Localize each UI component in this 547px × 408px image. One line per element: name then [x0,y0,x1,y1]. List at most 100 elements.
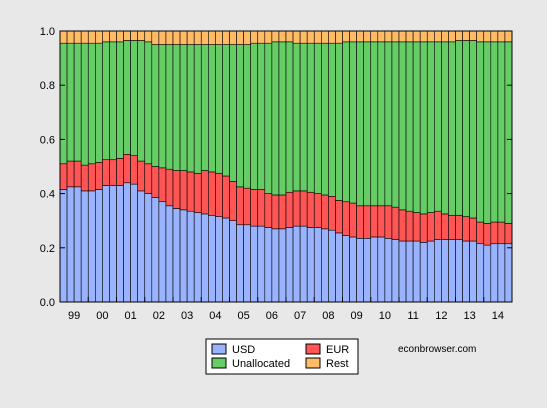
bar-usd [441,239,449,303]
bar-usd [208,214,216,303]
bar-rest [342,30,350,43]
bar-unallocated [313,42,322,194]
bar-unallocated [328,42,336,197]
bar-eur [151,166,160,198]
y-tick-label: 0.6 [40,134,55,146]
bar-unallocated [116,41,124,159]
bar-eur [504,223,513,245]
bar-rest [335,30,343,44]
bar-eur [250,189,259,227]
bar-rest [257,30,266,44]
bar-unallocated [412,41,421,213]
bar-eur [80,164,89,192]
bar-unallocated [186,44,195,173]
x-tick-label: 14 [492,310,504,322]
bar-eur [476,221,485,245]
bar-usd [144,193,153,303]
bar-unallocated [377,41,386,207]
bar-usd [243,224,251,303]
bar-unallocated [102,41,110,161]
bar-eur [243,187,251,226]
bar-eur [172,170,181,209]
bar-eur [137,160,146,192]
bar-usd [349,236,357,303]
bar-unallocated [405,41,414,212]
bar-usd [179,209,188,303]
bar-rest [229,30,237,45]
bar-unallocated [335,42,343,201]
bar-usd [165,205,174,303]
x-tick-label: 03 [181,310,193,322]
bar-usd [200,213,209,303]
bar-usd [80,190,89,303]
bar-rest [370,30,379,43]
bar-unallocated [490,41,499,223]
bar-rest [328,30,336,44]
bar-rest [66,30,75,44]
bar-usd [299,225,308,303]
bar-eur [419,213,428,243]
bar-rest [441,30,449,43]
x-tick-label: 11 [407,310,418,322]
bar-eur [426,212,435,242]
bar-usd [109,185,117,303]
bar-eur [384,205,393,239]
bar-rest [504,30,513,43]
bar-usd [448,239,456,303]
bar-rest [186,30,195,45]
bar-unallocated [193,44,202,174]
bar-unallocated [321,42,329,196]
legend-label-eur: EUR [326,344,349,356]
bar-rest [356,30,364,43]
bar-unallocated [264,42,273,194]
bar-rest [349,30,357,43]
bar-eur [87,163,96,192]
bar-unallocated [222,44,230,177]
bar-rest [193,30,202,45]
bar-unallocated [215,44,223,174]
y-tick-label: 0.2 [40,243,55,255]
legend-label-usd: USD [232,344,255,356]
bar-eur [193,172,202,213]
x-tick-label: 10 [379,310,391,322]
x-tick-label: 09 [351,310,363,322]
bar-eur [335,200,343,234]
bar-rest [102,30,110,43]
bar-unallocated [66,42,75,162]
bar-unallocated [469,40,477,219]
bar-rest [87,30,96,44]
bar-eur [123,154,131,184]
bar-usd [59,189,68,303]
bar-eur [363,205,372,239]
bar-rest [363,30,372,43]
bar-usd [278,228,287,303]
bar-eur [109,159,117,186]
bar-rest [306,30,315,44]
bar-usd [321,228,329,303]
bar-rest [434,30,442,43]
bar-rest [144,30,153,43]
bar-rest [398,30,407,43]
bar-unallocated [236,44,244,188]
bar-eur [200,170,209,215]
bar-unallocated [356,41,364,207]
bar-usd [426,240,435,303]
bar-rest [426,30,435,43]
bar-rest [179,30,188,45]
bar-unallocated [342,41,350,203]
bar-usd [215,216,223,303]
bar-usd [66,186,75,303]
bar-rest [222,30,230,45]
bar-eur [59,163,68,190]
bar-unallocated [87,42,96,165]
bar-eur [434,210,442,240]
bar-unallocated [398,41,407,211]
bar-unallocated [95,42,103,163]
legend: USD EUR Unallocated Rest [205,338,359,375]
legend-label-unallocated: Unallocated [232,358,290,370]
bar-unallocated [208,44,216,173]
bar-usd [87,190,96,303]
bar-rest [469,30,477,41]
